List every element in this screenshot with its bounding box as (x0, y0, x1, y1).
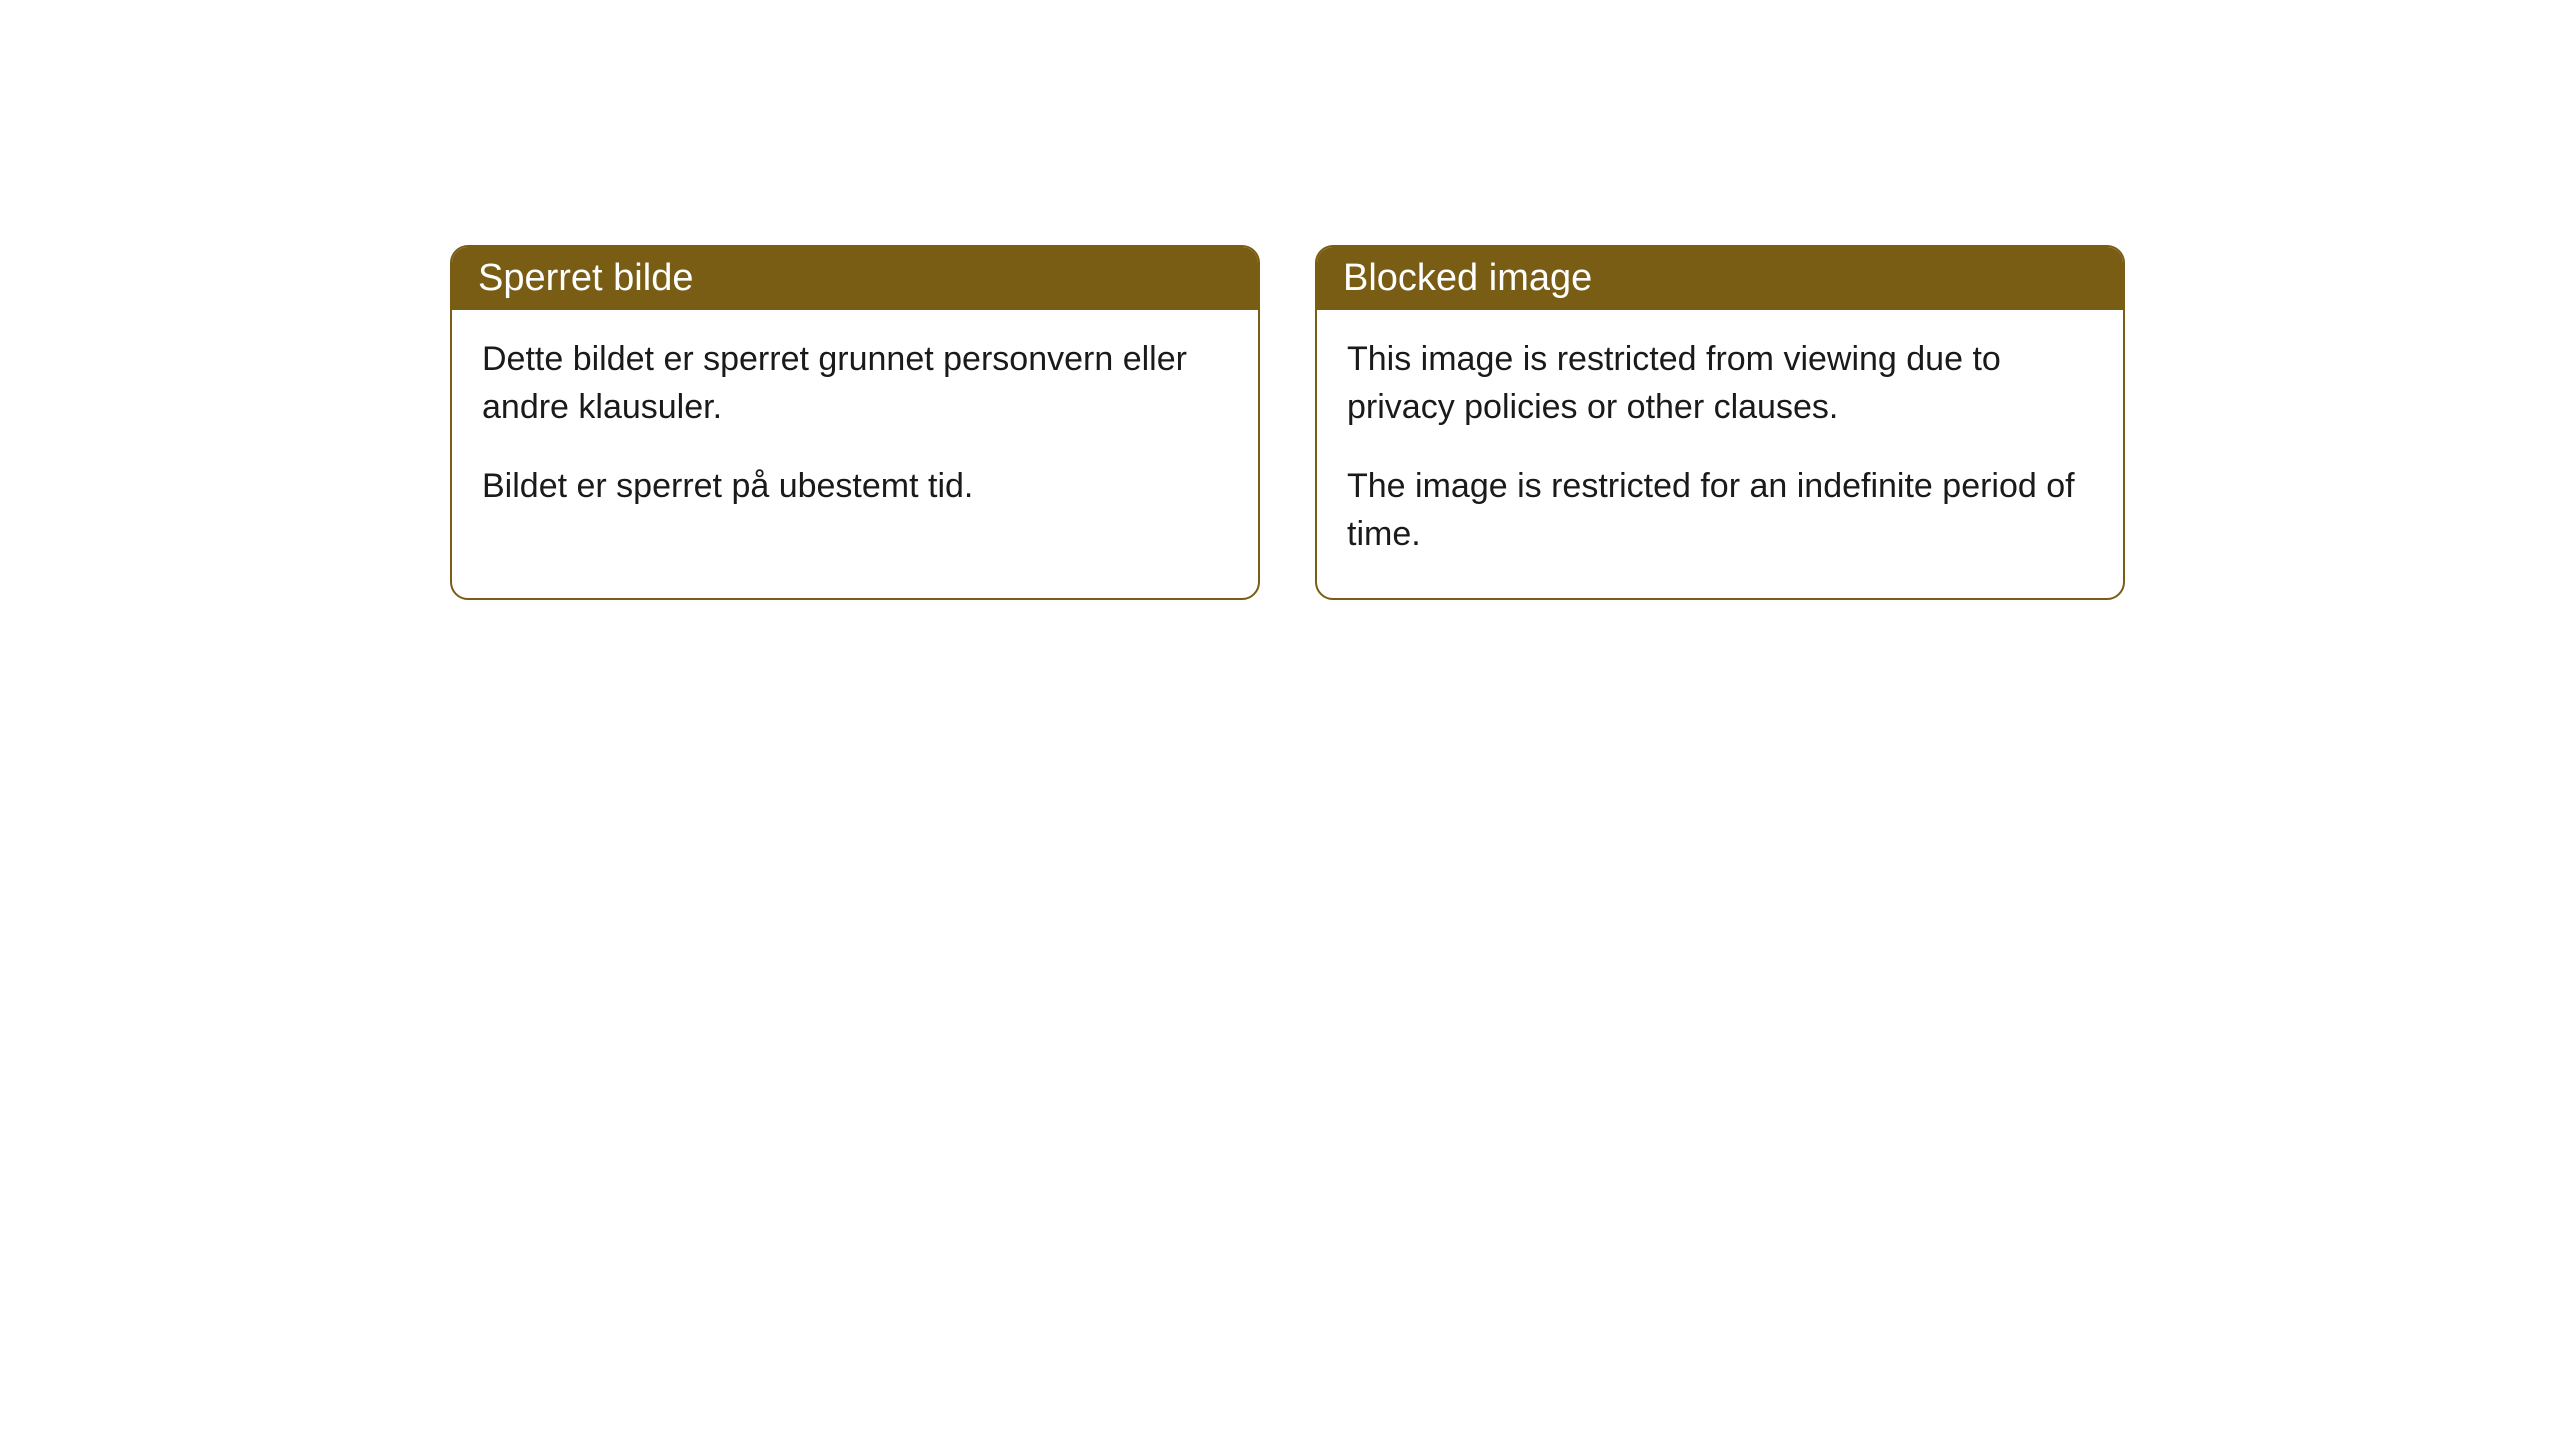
card-english: Blocked image This image is restricted f… (1315, 245, 2125, 600)
card-paragraph-2-english: The image is restricted for an indefinit… (1347, 463, 2093, 558)
card-title-norwegian: Sperret bilde (478, 257, 693, 299)
card-header-english: Blocked image (1317, 247, 2123, 310)
card-title-english: Blocked image (1343, 257, 1592, 299)
card-body-norwegian: Dette bildet er sperret grunnet personve… (452, 310, 1258, 551)
card-header-norwegian: Sperret bilde (452, 247, 1258, 310)
card-norwegian: Sperret bilde Dette bildet er sperret gr… (450, 245, 1260, 600)
card-paragraph-1-english: This image is restricted from viewing du… (1347, 336, 2093, 431)
card-body-english: This image is restricted from viewing du… (1317, 310, 2123, 598)
cards-container: Sperret bilde Dette bildet er sperret gr… (450, 245, 2560, 600)
card-paragraph-1-norwegian: Dette bildet er sperret grunnet personve… (482, 336, 1228, 431)
card-paragraph-2-norwegian: Bildet er sperret på ubestemt tid. (482, 463, 1228, 511)
